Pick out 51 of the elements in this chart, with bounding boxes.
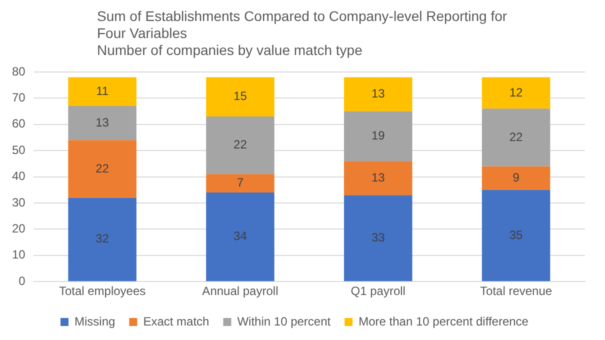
bar <box>206 77 274 117</box>
y-tick-label: 20 <box>12 222 26 236</box>
data-label: 22 <box>96 161 110 176</box>
x-tick-label: Total employees <box>58 284 146 298</box>
data-label: 12 <box>509 85 524 100</box>
data-label: 11 <box>96 84 109 98</box>
bar <box>482 190 550 282</box>
data-label: 33 <box>371 230 386 244</box>
bar <box>482 77 550 109</box>
data-label: 13 <box>371 86 386 101</box>
legend-label: Within 10 percent <box>237 314 332 328</box>
chart-subtitle: Number of companies by value match type <box>97 42 364 59</box>
y-tick-label: 10 <box>12 248 26 262</box>
data-label: 13 <box>371 170 386 184</box>
legend-label: Exact match <box>143 314 210 328</box>
data-label: 32 <box>96 232 110 246</box>
bar <box>344 77 412 112</box>
bar <box>68 77 136 106</box>
x-tick-label: Annual payroll <box>202 284 278 298</box>
y-tick-label: 0 <box>18 274 26 288</box>
bar <box>206 192 274 282</box>
data-label: 15 <box>234 89 248 104</box>
bar <box>344 161 412 196</box>
bar <box>482 166 550 190</box>
data-label: 13 <box>96 115 110 130</box>
bar <box>344 111 412 162</box>
y-tick-label: 60 <box>12 116 26 131</box>
chart-title: Sum of Establishments Compared to Company-level Reporting for Four Variables <box>97 8 508 42</box>
bar <box>206 116 274 174</box>
data-label: 22 <box>234 138 248 152</box>
bar <box>482 108 550 166</box>
x-tick-label: Total revenue <box>480 284 552 298</box>
data-label: 7 <box>236 176 244 190</box>
data-label: 35 <box>509 228 524 242</box>
legend-label: Missing <box>74 314 116 328</box>
data-label: 19 <box>371 128 386 143</box>
data-label: 34 <box>234 229 248 244</box>
y-tick-label: 80 <box>12 64 26 78</box>
data-label: 22 <box>509 130 524 144</box>
y-tick-label: 70 <box>12 90 26 105</box>
x-tick-label: Q1 payroll <box>350 284 406 298</box>
y-tick-label: 50 <box>12 142 26 157</box>
bar <box>68 106 136 140</box>
y-tick-label: 40 <box>12 169 26 184</box>
data-label: 9 <box>512 170 520 184</box>
bar <box>344 195 412 282</box>
bar <box>68 198 136 282</box>
bar <box>206 174 274 193</box>
bar <box>68 140 136 198</box>
legend-label: More than 10 percent difference <box>358 314 529 328</box>
y-tick-label: 30 <box>12 195 26 210</box>
